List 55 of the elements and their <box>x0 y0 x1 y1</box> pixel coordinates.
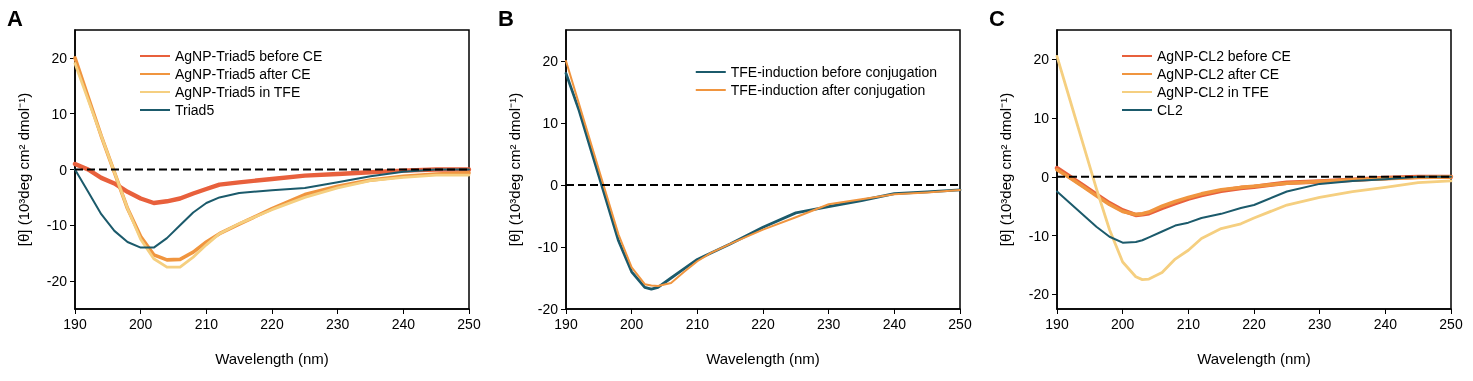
x-tick-label: 200 <box>1110 316 1135 332</box>
y-tick-label: 20 <box>1033 51 1050 68</box>
x-tick-label: 210 <box>194 316 219 332</box>
legend-label: AgNP-CL2 before CE <box>1157 48 1291 64</box>
y-tick-label: -20 <box>537 301 559 317</box>
legend-label: Triad5 <box>175 102 215 118</box>
legend-label: TFE-induction before conjugation <box>730 64 937 80</box>
y-tick-label: 20 <box>51 49 68 66</box>
legend-label: AgNP-CL2 in TFE <box>1157 84 1269 100</box>
y-axis-title: [θ] (10³deg cm² dmol⁻¹) <box>506 92 523 247</box>
y-tick-label: 0 <box>59 161 68 178</box>
x-tick-label: 230 <box>325 316 350 332</box>
x-tick-label: 220 <box>1242 316 1266 332</box>
chart-title: B <box>498 5 514 31</box>
x-tick-label: 200 <box>619 316 644 332</box>
y-tick-label: -10 <box>46 217 68 234</box>
x-tick-label: 250 <box>1439 316 1463 332</box>
legend-label: AgNP-CL2 after CE <box>1157 66 1280 82</box>
legend-label: AgNP-Triad5 after CE <box>175 66 311 82</box>
x-tick-label: 220 <box>751 316 775 332</box>
x-tick-label: 210 <box>685 316 710 332</box>
x-tick-label: 190 <box>1045 316 1069 332</box>
legend-label: CL2 <box>1157 102 1183 118</box>
y-tick-label: -10 <box>1028 227 1050 244</box>
x-tick-label: 240 <box>882 316 907 332</box>
y-tick-label: -20 <box>46 273 68 290</box>
y-tick-label: 10 <box>542 115 559 131</box>
legend-label: TFE-induction after conjugation <box>730 82 926 98</box>
x-axis-title: Wavelength (nm) <box>706 350 820 367</box>
y-axis-title: [θ] (10³deg cm² dmol⁻¹) <box>15 92 32 247</box>
y-tick-label: 10 <box>51 105 68 122</box>
chart-title: A <box>7 5 23 31</box>
y-tick-label: 0 <box>1041 168 1050 185</box>
y-tick-label: -20 <box>1028 286 1050 303</box>
x-axis-title: Wavelength (nm) <box>1197 350 1311 367</box>
chart-title: C <box>989 5 1005 31</box>
x-tick-label: 190 <box>63 316 87 332</box>
x-tick-label: 230 <box>816 316 841 332</box>
x-tick-label: 200 <box>128 316 153 332</box>
x-tick-label: 240 <box>391 316 416 332</box>
x-tick-label: 250 <box>948 316 972 332</box>
x-tick-label: 210 <box>1176 316 1201 332</box>
y-tick-label: -10 <box>537 239 559 255</box>
x-tick-label: 230 <box>1307 316 1332 332</box>
x-tick-label: 220 <box>260 316 284 332</box>
x-tick-label: 190 <box>554 316 578 332</box>
y-tick-label: 0 <box>550 177 559 193</box>
y-axis-title: [θ] (10³deg cm² dmol⁻¹) <box>997 92 1014 247</box>
x-tick-label: 240 <box>1373 316 1398 332</box>
y-tick-label: 20 <box>542 53 559 69</box>
legend-label: AgNP-Triad5 in TFE <box>175 84 301 100</box>
y-tick-label: 10 <box>1033 110 1050 127</box>
legend-label: AgNP-Triad5 before CE <box>175 48 323 64</box>
x-axis-title: Wavelength (nm) <box>215 350 329 367</box>
x-tick-label: 250 <box>457 316 481 332</box>
